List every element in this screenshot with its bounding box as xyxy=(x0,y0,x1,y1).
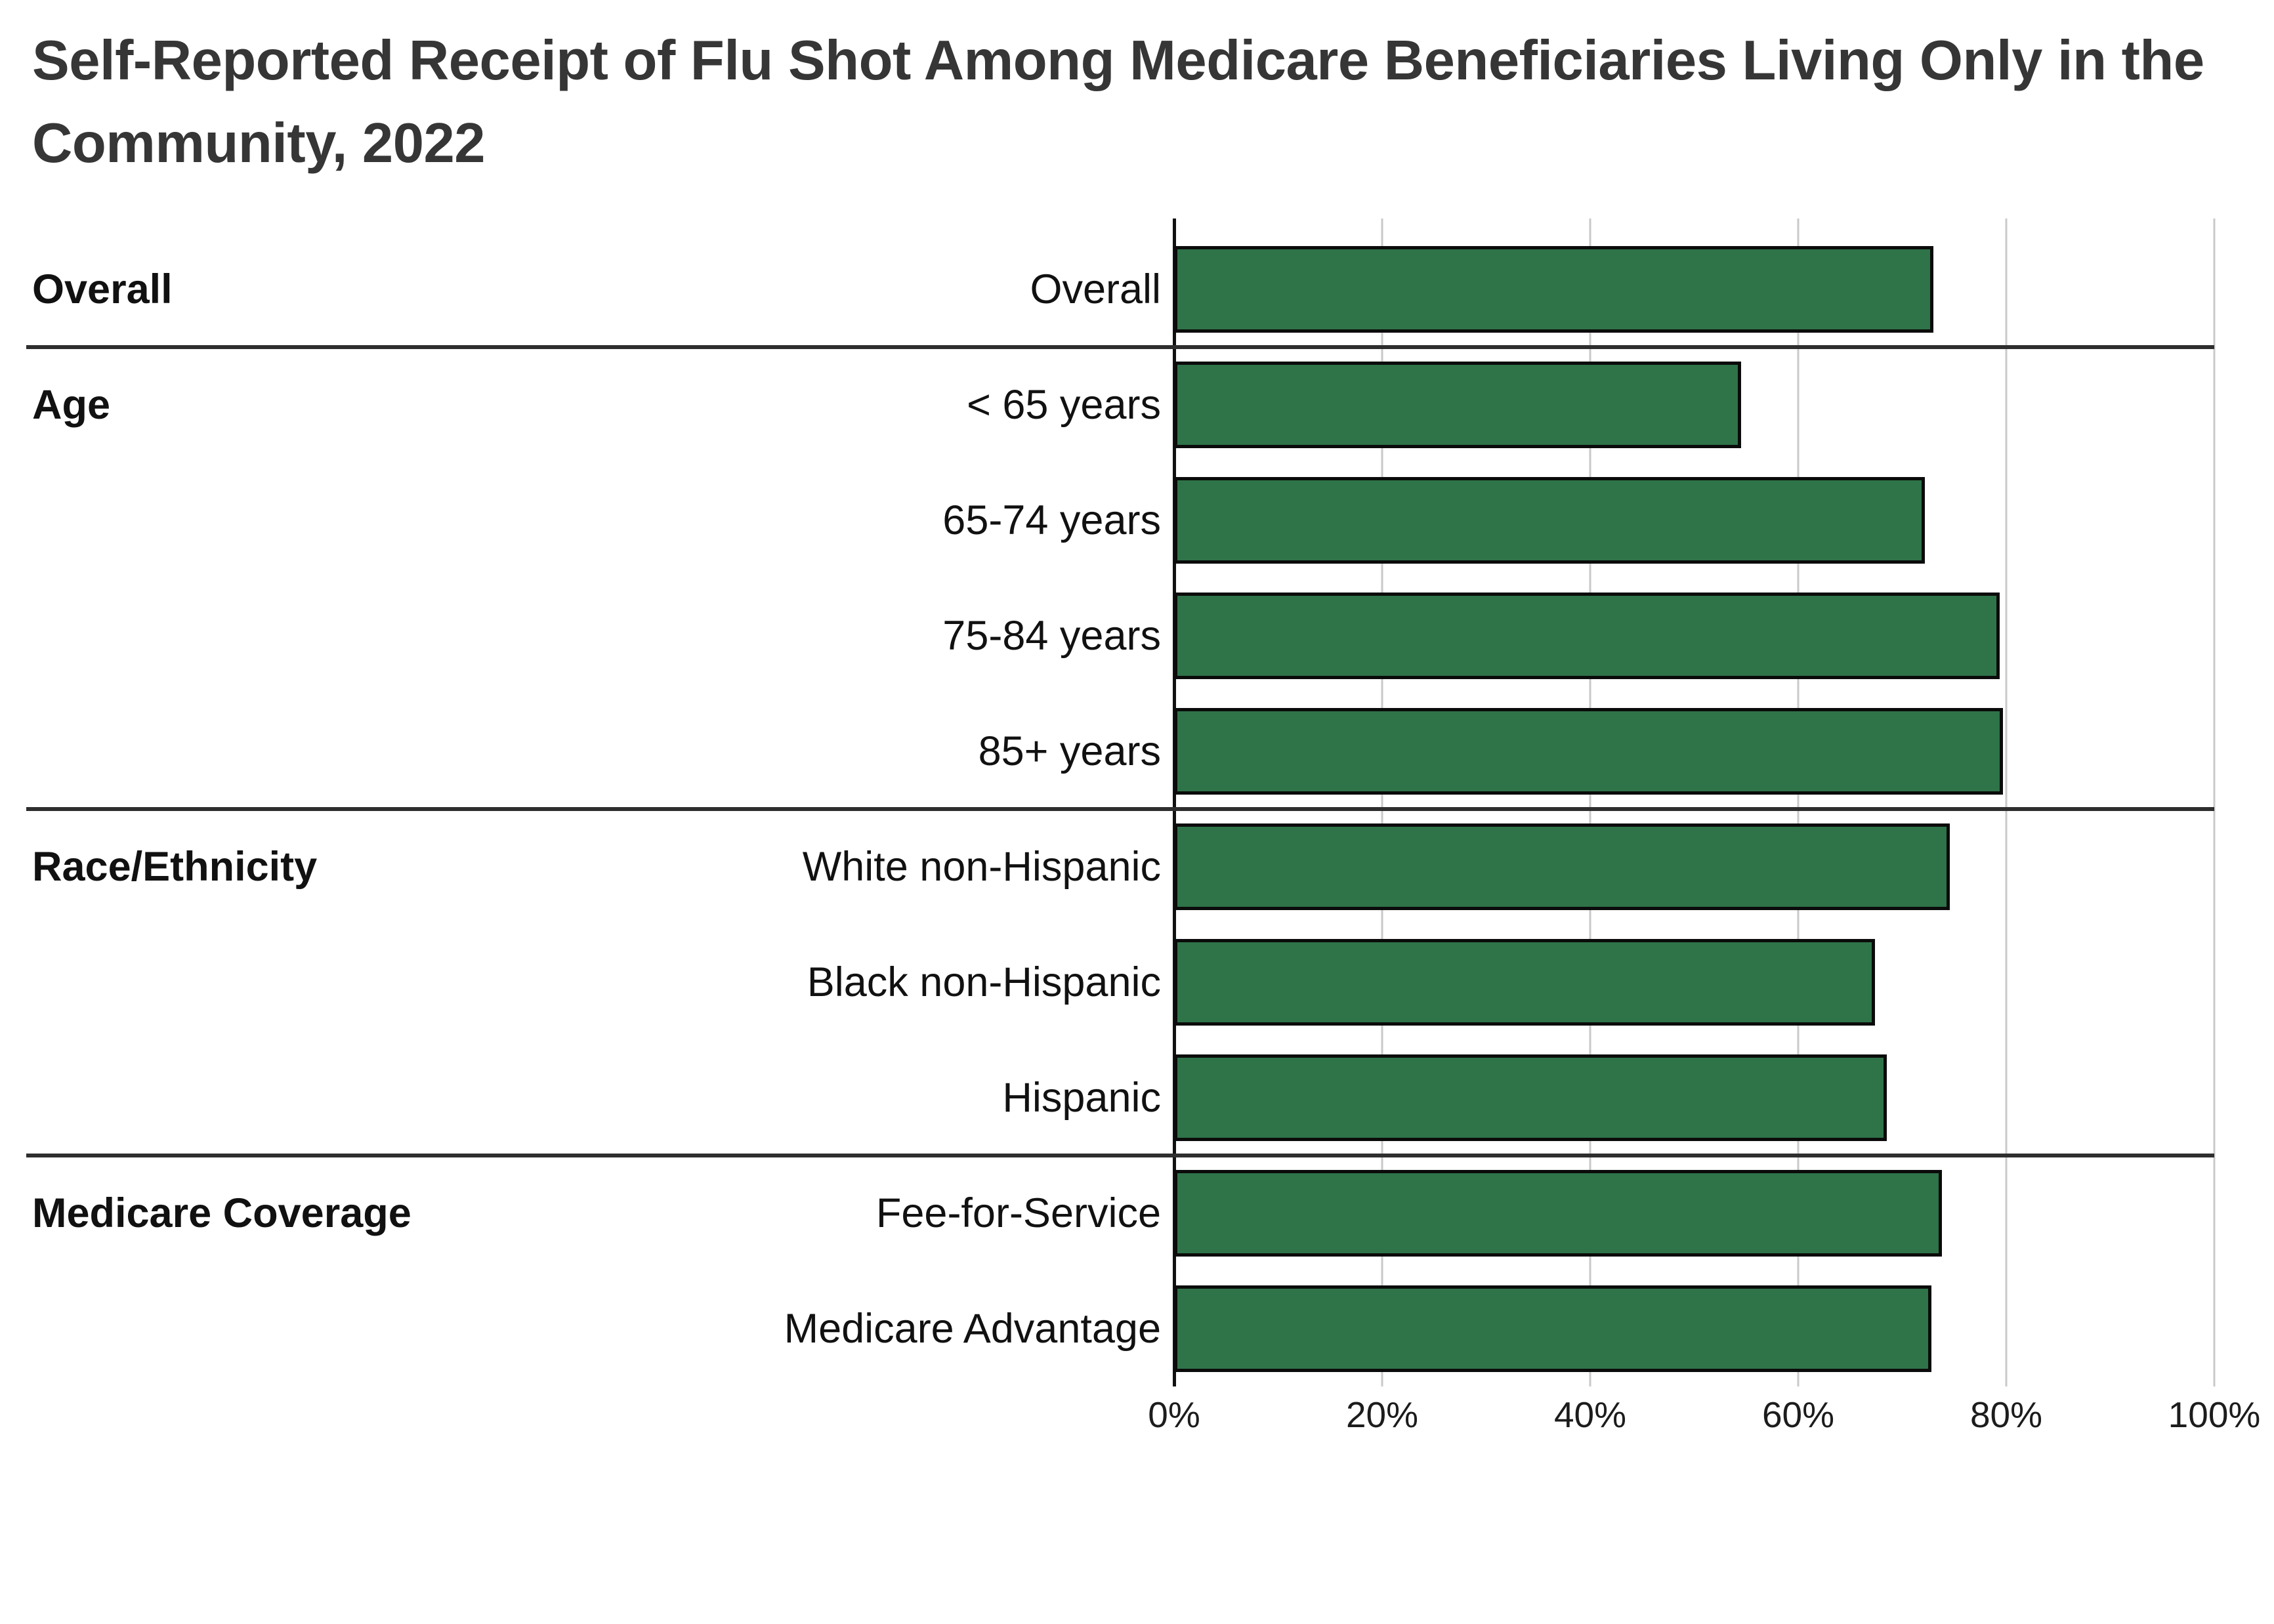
x-axis: 0% 20% 40% 60% 80% 100% xyxy=(1148,1394,2260,1446)
plot-cell xyxy=(1174,925,2214,1040)
plot-cell xyxy=(1174,809,2214,925)
section-divider xyxy=(26,807,2214,811)
bar-label: < 65 years xyxy=(967,382,1161,428)
plot-cell xyxy=(1174,578,2214,694)
bar xyxy=(1174,477,1926,564)
section-divider xyxy=(26,1154,2214,1157)
plot-cell xyxy=(1174,1040,2214,1156)
bar xyxy=(1174,708,2004,795)
plot-cell xyxy=(1174,1271,2214,1386)
bar xyxy=(1174,1285,1931,1372)
plot-cell xyxy=(1174,347,2214,463)
section-divider xyxy=(26,345,2214,349)
chart-title: Self-Reported Receipt of Flu Shot Among … xyxy=(32,20,2237,185)
x-tick-label: 100% xyxy=(2168,1394,2261,1435)
gridline-40% xyxy=(1589,219,1591,1386)
bar xyxy=(1174,939,1876,1026)
plot-cell xyxy=(1174,1156,2214,1271)
bar-label: 85+ years xyxy=(978,728,1161,774)
gridline-80% xyxy=(2005,219,2008,1386)
bar-label: Hispanic xyxy=(1002,1075,1161,1121)
chart-row: Overall Overall xyxy=(26,232,2214,347)
plot-area xyxy=(1173,219,2216,1386)
chart-row: Age < 65 years xyxy=(26,347,2214,463)
gridline-100% xyxy=(2213,219,2216,1386)
bar-rows: Overall Overall Age < 65 years 65-74 years 75… xyxy=(26,232,2214,1386)
chart-title-line-2: Community, 2022 xyxy=(32,112,486,175)
bar xyxy=(1174,823,1950,910)
chart-title-line-1: Self-Reported Receipt of Flu Shot Among … xyxy=(32,30,2204,92)
bar xyxy=(1174,593,2000,679)
gridline-60% xyxy=(1797,219,1800,1386)
chart-row: 65-74 years xyxy=(26,463,2214,578)
bar xyxy=(1174,362,1741,448)
chart-row: Medicare Advantage xyxy=(26,1271,2214,1386)
x-tick-label: 60% xyxy=(1761,1394,1835,1435)
plot-cell xyxy=(1174,694,2214,809)
bar-label: 75-84 years xyxy=(942,613,1161,659)
plot-cell xyxy=(1174,463,2214,578)
group-label: Race/Ethnicity xyxy=(32,844,318,890)
y-axis-baseline xyxy=(1173,219,1176,1386)
chart-row: Black non-Hispanic xyxy=(26,925,2214,1040)
group-label: Age xyxy=(32,382,111,428)
bar-label: Black non-Hispanic xyxy=(807,959,1161,1005)
bar-label: Overall xyxy=(1030,266,1161,312)
gridline-20% xyxy=(1381,219,1383,1386)
chart-row: Race/Ethnicity White non-Hispanic xyxy=(26,809,2214,925)
bar xyxy=(1174,1054,1887,1141)
bar xyxy=(1174,246,1934,333)
chart-row: 75-84 years xyxy=(26,578,2214,694)
chart-row: Hispanic xyxy=(26,1040,2214,1156)
bar xyxy=(1174,1170,1942,1257)
group-label: Medicare Coverage xyxy=(32,1190,411,1236)
bar-label: 65-74 years xyxy=(942,497,1161,543)
x-tick-label: 40% xyxy=(1553,1394,1627,1435)
chart-row: Medicare Coverage Fee-for-Service xyxy=(26,1156,2214,1271)
bar-label: Fee-for-Service xyxy=(875,1190,1161,1236)
chart-row: 85+ years xyxy=(26,694,2214,809)
plot-cell xyxy=(1174,232,2214,347)
group-label: Overall xyxy=(32,266,173,312)
x-tick-label: 80% xyxy=(1969,1394,2043,1435)
x-tick-label: 20% xyxy=(1345,1394,1419,1435)
bar-label: Medicare Advantage xyxy=(784,1306,1161,1352)
bar-label: White non-Hispanic xyxy=(802,844,1161,890)
x-tick-label: 0% xyxy=(1148,1394,1200,1435)
